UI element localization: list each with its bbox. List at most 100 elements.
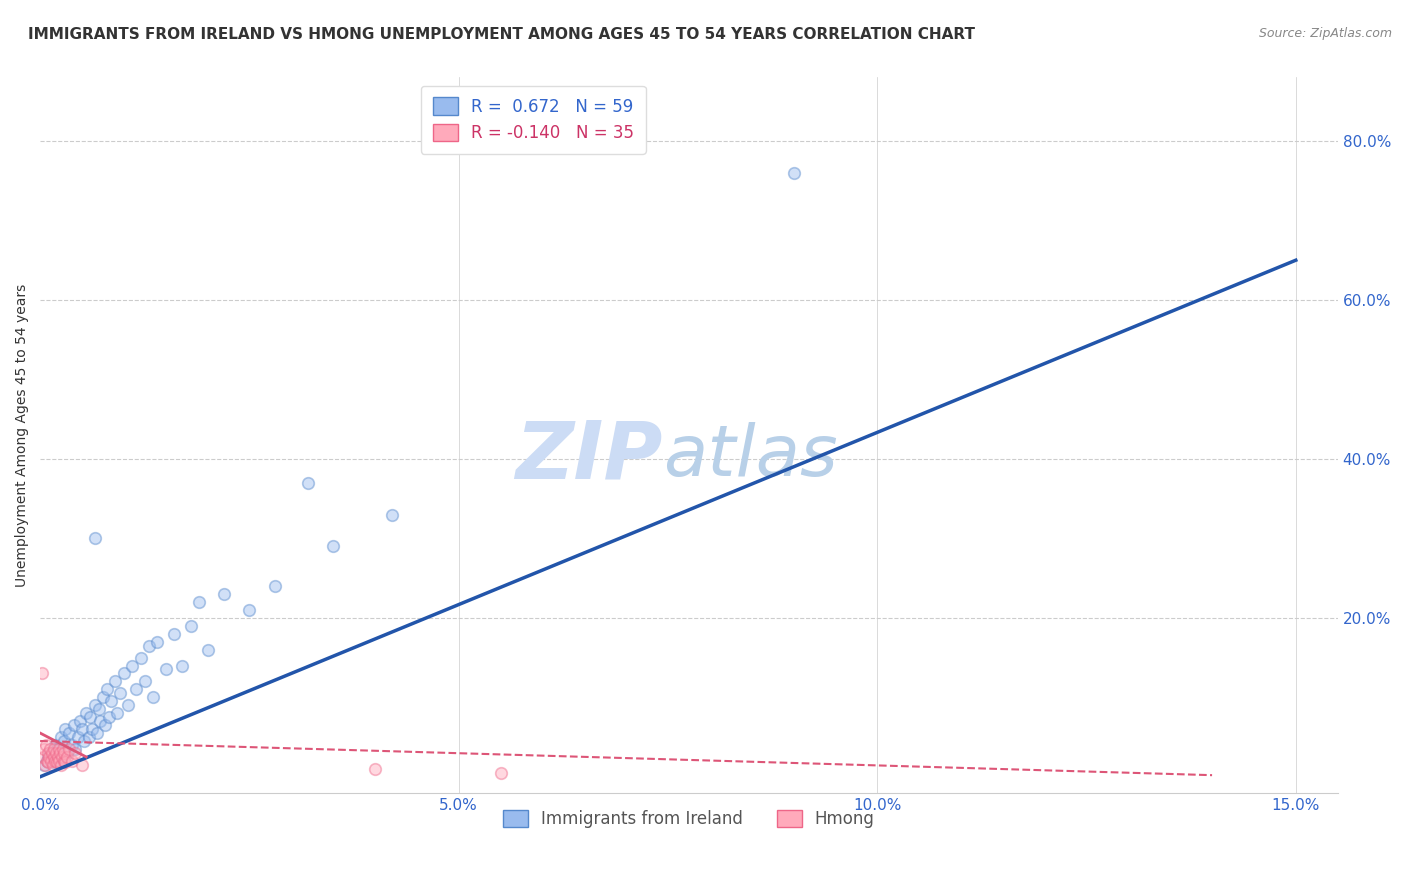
Point <box>46 750 69 764</box>
Point <box>42 750 65 764</box>
Point <box>75 706 97 721</box>
Point <box>197 642 219 657</box>
Point <box>52 742 75 756</box>
Point <box>49 757 72 772</box>
Point <box>782 166 804 180</box>
Point <box>51 750 73 764</box>
Point <box>489 765 512 780</box>
Point <box>97 710 120 724</box>
Point <box>32 750 55 764</box>
Point <box>263 579 285 593</box>
Point <box>65 742 87 756</box>
Point <box>79 710 101 724</box>
Point <box>45 746 67 760</box>
Point <box>89 714 111 728</box>
Point <box>49 730 72 744</box>
Point <box>53 722 76 736</box>
Point <box>297 475 319 490</box>
Point <box>44 738 66 752</box>
Point <box>86 726 108 740</box>
Point <box>77 730 100 744</box>
Point <box>62 718 84 732</box>
Point <box>70 757 93 772</box>
Point <box>58 742 80 756</box>
Text: ZIP: ZIP <box>516 417 662 495</box>
Point <box>60 754 83 768</box>
Point <box>44 754 66 768</box>
Point <box>87 702 110 716</box>
Point <box>142 690 165 705</box>
Point <box>155 663 177 677</box>
Point <box>39 742 62 756</box>
Point <box>180 619 202 633</box>
Point <box>41 746 63 760</box>
Point <box>69 714 91 728</box>
Point <box>52 734 75 748</box>
Point <box>66 730 89 744</box>
Point <box>108 686 131 700</box>
Point <box>45 742 67 756</box>
Point <box>35 754 58 768</box>
Point <box>322 539 344 553</box>
Point <box>39 754 62 768</box>
Point <box>53 756 76 770</box>
Point <box>80 722 103 736</box>
Point <box>34 757 56 772</box>
Point <box>48 754 70 768</box>
Point <box>104 674 127 689</box>
Point <box>172 658 194 673</box>
Point <box>134 674 156 689</box>
Point <box>37 756 59 770</box>
Point <box>35 738 58 752</box>
Point <box>364 762 387 776</box>
Point <box>238 603 260 617</box>
Point <box>117 698 139 713</box>
Point <box>121 658 143 673</box>
Point <box>49 746 72 760</box>
Point <box>56 746 79 760</box>
Point <box>45 756 67 770</box>
Point <box>112 666 135 681</box>
Y-axis label: Unemployment Among Ages 45 to 54 years: Unemployment Among Ages 45 to 54 years <box>15 284 30 587</box>
Point <box>105 706 128 721</box>
Point <box>83 532 105 546</box>
Point <box>96 682 118 697</box>
Text: IMMIGRANTS FROM IRELAND VS HMONG UNEMPLOYMENT AMONG AGES 45 TO 54 YEARS CORRELAT: IMMIGRANTS FROM IRELAND VS HMONG UNEMPLO… <box>28 27 976 42</box>
Point <box>138 639 160 653</box>
Point <box>83 698 105 713</box>
Point <box>37 750 59 764</box>
Point <box>41 757 63 772</box>
Point <box>91 690 114 705</box>
Point <box>41 756 63 770</box>
Point <box>37 746 59 760</box>
Point <box>129 650 152 665</box>
Point <box>94 718 117 732</box>
Point <box>48 754 70 768</box>
Point <box>60 738 83 752</box>
Point <box>53 746 76 760</box>
Point <box>72 734 94 748</box>
Point <box>163 626 186 640</box>
Point <box>34 757 56 772</box>
Point <box>39 746 62 760</box>
Point <box>65 746 87 760</box>
Point <box>52 754 75 768</box>
Point <box>58 726 80 740</box>
Point <box>34 742 56 756</box>
Point <box>44 742 66 756</box>
Legend: Immigrants from Ireland, Hmong: Immigrants from Ireland, Hmong <box>496 803 882 834</box>
Point <box>381 508 404 522</box>
Point <box>146 634 169 648</box>
Point <box>70 722 93 736</box>
Point <box>188 595 211 609</box>
Text: atlas: atlas <box>662 422 838 491</box>
Point <box>100 694 122 708</box>
Point <box>48 742 70 756</box>
Point <box>56 750 79 764</box>
Point <box>38 750 60 764</box>
Point <box>31 666 53 681</box>
Point <box>214 587 236 601</box>
Point <box>35 754 58 768</box>
Point <box>125 682 148 697</box>
Text: Source: ZipAtlas.com: Source: ZipAtlas.com <box>1258 27 1392 40</box>
